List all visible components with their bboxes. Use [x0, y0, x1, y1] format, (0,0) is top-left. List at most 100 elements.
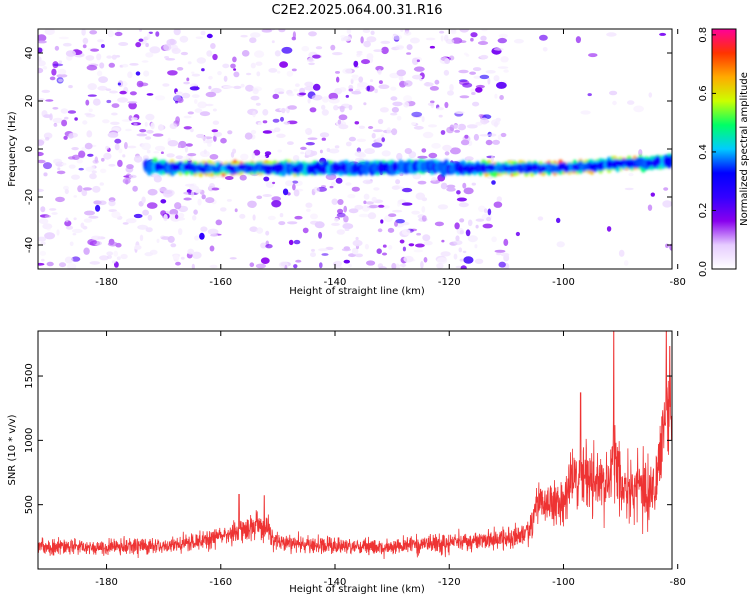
noise-blob: [58, 36, 70, 40]
x-tick-label: -180: [95, 577, 118, 588]
noise-blob: [205, 197, 215, 204]
noise-blob: [413, 66, 425, 72]
noise-blob: [363, 40, 371, 48]
noise-blob: [174, 202, 182, 210]
noise-blob: [363, 102, 367, 106]
colorbar-tick-label: 0.8: [698, 27, 709, 43]
noise-blob: [336, 212, 346, 218]
noise-blob: [133, 213, 143, 219]
noise-blob: [542, 47, 548, 52]
noise-blob: [431, 177, 437, 182]
noise-blob: [344, 228, 350, 231]
noise-blob: [127, 145, 137, 149]
noise-blob: [199, 111, 211, 117]
noise-blob: [406, 44, 413, 51]
noise-blob: [638, 149, 643, 157]
noise-blob: [212, 108, 217, 112]
noise-blob: [169, 208, 179, 216]
noise-blob: [311, 150, 318, 156]
noise-blob: [252, 110, 256, 118]
noise-blob: [311, 248, 315, 252]
noise-blob: [446, 126, 454, 134]
noise-blob: [107, 241, 118, 247]
noise-blob: [130, 117, 138, 121]
noise-blob: [464, 156, 474, 161]
noise-blob: [400, 29, 404, 32]
noise-blob: [663, 187, 669, 191]
noise-blob: [364, 243, 369, 250]
noise-blob: [346, 29, 352, 34]
noise-blob: [373, 187, 380, 191]
noise-blob: [627, 100, 635, 105]
noise-blob: [191, 71, 195, 74]
noise-blob: [440, 35, 444, 42]
noise-blob: [335, 71, 340, 74]
noise-blob: [278, 221, 286, 226]
noise-blob: [146, 129, 154, 134]
noise-blob: [244, 132, 253, 140]
noise-blob: [493, 121, 499, 128]
noise-blob: [463, 187, 474, 195]
noise-blob: [345, 94, 349, 98]
noise-blob: [187, 61, 192, 65]
noise-blob: [172, 254, 180, 262]
noise-blob: [624, 187, 634, 191]
ridge-cell: [531, 163, 539, 172]
noise-blob: [245, 72, 252, 76]
noise-blob: [84, 112, 92, 116]
noise-blob: [487, 133, 497, 137]
noise-blob: [397, 201, 401, 207]
noise-blob: [478, 205, 486, 213]
noise-blob: [307, 98, 311, 104]
noise-blob: [318, 248, 328, 252]
noise-blob: [45, 137, 50, 141]
ridge-cell: [468, 164, 476, 173]
noise-blob: [399, 263, 407, 267]
x-tick-label: -180: [95, 277, 118, 288]
noise-blob: [459, 29, 470, 33]
colorbar-tick-label: 0.0: [698, 261, 709, 277]
colorbar-tick-label: 0.2: [698, 203, 709, 219]
colorbar-tick-label: 0.4: [698, 144, 709, 160]
noise-blob: [332, 52, 343, 56]
noise-blob: [430, 100, 435, 104]
noise-blob: [458, 202, 469, 208]
noise-blob: [399, 239, 405, 244]
noise-blob: [456, 190, 461, 195]
noise-blob: [106, 55, 112, 59]
noise-blob: [372, 129, 384, 133]
noise-blob: [333, 217, 340, 222]
noise-blob: [448, 55, 455, 61]
noise-blob: [475, 87, 483, 93]
noise-blob: [302, 227, 309, 234]
noise-blob: [255, 61, 263, 66]
noise-blob: [491, 155, 494, 163]
noise-blob: [145, 136, 152, 140]
noise-blob: [336, 229, 345, 235]
noise-blob: [90, 48, 100, 52]
noise-blob: [421, 116, 425, 123]
noise-blob: [271, 40, 275, 44]
noise-blob: [421, 148, 427, 153]
noise-blob: [411, 122, 416, 126]
noise-blob: [209, 264, 218, 269]
noise-blob: [89, 261, 101, 265]
noise-blob: [356, 138, 367, 142]
noise-blob: [38, 262, 45, 266]
noise-blob: [438, 114, 443, 118]
noise-blob: [459, 230, 464, 235]
noise-blob: [86, 130, 93, 138]
noise-blob: [458, 69, 469, 74]
noise-blob: [337, 119, 342, 125]
noise-blob: [68, 134, 74, 139]
noise-blob: [291, 68, 297, 72]
noise-blob: [401, 228, 411, 236]
noise-blob: [179, 35, 189, 43]
noise-blob: [351, 90, 362, 95]
ridge-cell: [371, 162, 379, 174]
noise-blob: [175, 91, 183, 95]
noise-blob: [494, 249, 506, 253]
noise-blob: [336, 76, 340, 83]
noise-blob: [365, 201, 374, 205]
noise-blob: [500, 252, 510, 257]
